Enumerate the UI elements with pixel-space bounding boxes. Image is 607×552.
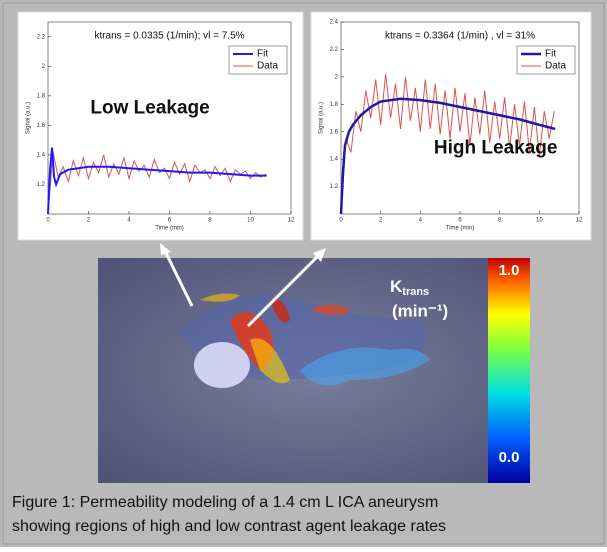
y-tick-label: 1.8	[330, 102, 339, 108]
k-label: K	[390, 277, 403, 296]
y-axis-label: Signal (a.u.)	[26, 102, 32, 134]
annotation: Low Leakage	[90, 97, 209, 118]
caption-line: showing regions of high and low contrast…	[12, 518, 446, 535]
x-tick-label: 12	[576, 218, 583, 224]
x-axis-label: Time (min)	[155, 226, 183, 232]
annotation: High Leakage	[434, 138, 558, 159]
y-tick-label: 1.2	[37, 182, 46, 188]
scale-min: 0.0	[499, 449, 520, 466]
y-tick-label: 1.4	[37, 153, 46, 159]
legend-label: Fit	[545, 49, 556, 60]
x-tick-label: 12	[288, 218, 295, 224]
chart-title: ktrans = 0.3364 (1/min) , vl = 31%	[385, 31, 535, 42]
y-tick-label: 2.2	[37, 34, 46, 40]
x-tick-label: 10	[536, 218, 543, 224]
y-tick-label: 2.4	[330, 20, 339, 26]
scale-max: 1.0	[499, 262, 520, 279]
figure: Ktrans (min⁻¹) 1.0 0.0 Figure 1: Permeab…	[0, 0, 607, 547]
y-tick-label: 1.4	[330, 157, 339, 163]
y-tick-label: 2.2	[330, 47, 339, 53]
caption-line: Figure 1: Permeability modeling of a 1.4…	[12, 494, 438, 511]
colorbar-unit: (min⁻¹)	[392, 301, 448, 320]
legend-label: Data	[545, 61, 567, 72]
y-tick-label: 1.6	[330, 129, 339, 135]
y-axis-label: Signal (a.u.)	[319, 102, 325, 134]
y-tick-label: 1.2	[330, 184, 339, 190]
legend-label: Data	[257, 61, 279, 72]
heatmap-image	[98, 243, 530, 483]
legend-label: Fit	[257, 49, 268, 60]
chart-title: ktrans = 0.0335 (1/min); vl = 7.5%	[94, 31, 244, 42]
y-tick-label: 1.6	[37, 123, 46, 129]
k-sub: trans	[402, 286, 429, 298]
x-axis-label: Time (min)	[446, 226, 474, 232]
y-tick-label: 1.8	[37, 93, 46, 99]
x-tick-label: 10	[247, 218, 254, 224]
